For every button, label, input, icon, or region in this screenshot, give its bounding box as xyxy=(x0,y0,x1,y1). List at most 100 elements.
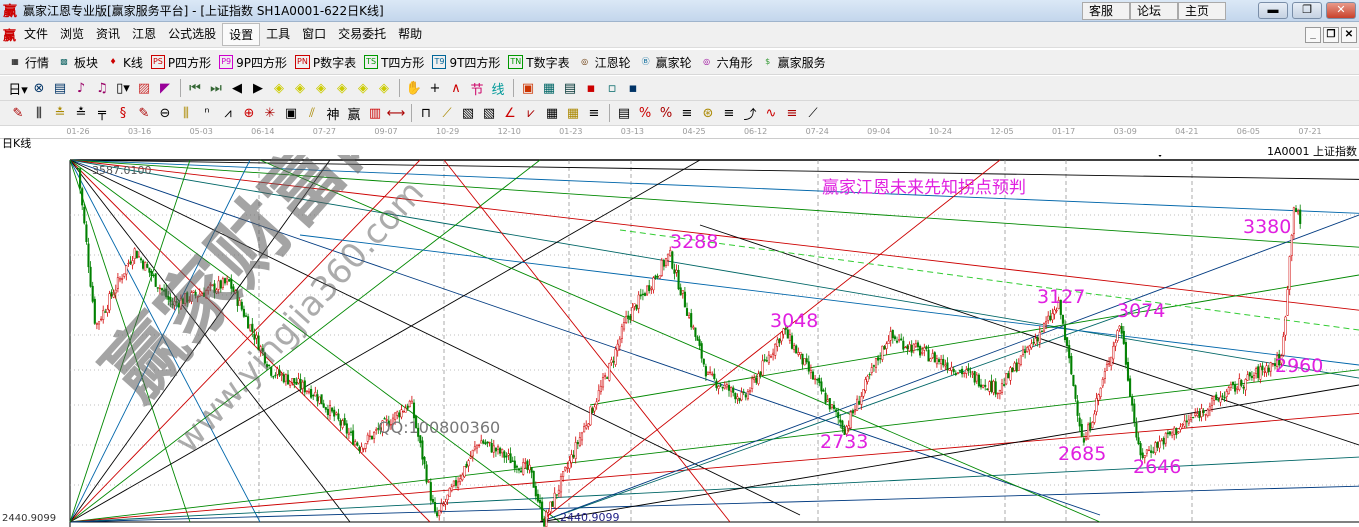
toolbar-button[interactable]: ▩ 板块 xyxy=(57,54,98,71)
percent-line-icon[interactable]: ≡ xyxy=(681,105,693,121)
menu-item[interactable]: 江恩 xyxy=(132,27,157,41)
toolbar-button[interactable]: TN T数字表 xyxy=(508,54,570,71)
volume-3-icon[interactable]: ♪ xyxy=(76,80,86,96)
menu-item[interactable]: 设置 xyxy=(222,23,261,46)
menu-item[interactable]: 窗口 xyxy=(302,27,327,41)
forum-button[interactable]: 论坛 xyxy=(1130,2,1178,20)
square-grid-icon[interactable]: ▣ xyxy=(284,105,298,121)
angle-2-icon[interactable]: ∠ xyxy=(504,105,516,121)
fork-icon[interactable]: ╤ xyxy=(98,105,106,121)
zigzag-icon[interactable]: ⩗ xyxy=(527,105,535,121)
toolbar-button[interactable]: ◎ 六角形 xyxy=(700,54,753,71)
compress-h-icon[interactable]: ◈ xyxy=(337,80,347,96)
bars-icon[interactable]: ▥ xyxy=(368,105,382,121)
box-icon[interactable]: ⊓ xyxy=(420,105,432,121)
homepage-button[interactable]: 主页 xyxy=(1178,2,1226,20)
scroll-right-icon[interactable]: ▶ xyxy=(253,80,263,96)
measure-icon[interactable]: ⟷ xyxy=(386,105,406,121)
calculator-icon[interactable]: ▦ xyxy=(542,80,556,96)
triangle-icon[interactable]: ⩘ xyxy=(224,105,232,121)
gold-line-icon[interactable]: ≡ xyxy=(723,105,735,121)
menu-item[interactable]: 工具 xyxy=(266,27,291,41)
menu-item[interactable]: 文件 xyxy=(24,27,49,41)
gold-circle-icon[interactable]: ⊛ xyxy=(702,105,714,121)
expand-all-icon[interactable]: ◈ xyxy=(358,80,368,96)
hand-icon[interactable]: ✋ xyxy=(405,80,423,96)
toolbar-button[interactable]: PN P数字表 xyxy=(295,54,356,71)
zoom-left-icon[interactable]: ◈ xyxy=(274,80,284,96)
close-icon[interactable]: ✕ xyxy=(1326,2,1356,19)
pen-icon[interactable]: ✎ xyxy=(12,105,24,121)
gold-1-icon[interactable]: ≛ xyxy=(54,105,66,121)
star-icon[interactable]: ✳ xyxy=(264,105,276,121)
circle-measure-icon[interactable]: ⊖ xyxy=(159,105,171,121)
gann-line-icon[interactable]: 线 xyxy=(491,82,505,98)
kline-chart[interactable]: 3587.0100 2440.9099 2440.9099 赢家江恩未来先知拐点预判 Q… xyxy=(0,155,1359,527)
toolbar-button[interactable]: TS T四方形 xyxy=(364,54,424,71)
scroll-left-icon[interactable]: ◀ xyxy=(232,80,242,96)
mesh-icon[interactable]: ▦ xyxy=(545,105,559,121)
toolbar-button[interactable]: ♦ K线 xyxy=(106,54,142,71)
percent-fan-icon[interactable]: % xyxy=(638,105,652,121)
square-fan-icon[interactable]: ▧ xyxy=(461,105,475,121)
toolbar-button[interactable]: P9 9P四方形 xyxy=(219,54,287,71)
toolbar-button[interactable]: PS P四方形 xyxy=(150,54,211,71)
customer-service-button[interactable]: 客服 xyxy=(1082,2,1130,20)
grid-icon[interactable]: ⫼ xyxy=(36,105,42,121)
candle-type-icon[interactable]: ▯▾ xyxy=(116,80,130,96)
save-icon[interactable]: ▪ xyxy=(586,80,596,96)
square-fan-2-icon[interactable]: ▧ xyxy=(482,105,496,121)
cycle-icon[interactable]: ⊗ xyxy=(33,80,45,96)
period-day-icon[interactable]: 日▾ xyxy=(8,82,28,98)
volume-9-icon[interactable]: ♫ xyxy=(96,80,108,96)
last-bar-icon[interactable]: ⏭ xyxy=(210,80,222,96)
restore-icon[interactable]: ❐ xyxy=(1292,2,1322,19)
grid-2-icon[interactable]: ⫼ xyxy=(183,105,189,121)
mdi-minimize-icon[interactable]: _ xyxy=(1305,27,1321,43)
minimize-icon[interactable]: ▬ xyxy=(1258,2,1288,19)
toolbar-button[interactable]: ▦ 行情 xyxy=(8,54,49,71)
mdi-restore-icon[interactable]: ❐ xyxy=(1323,27,1339,43)
zoom-right-icon[interactable]: ◈ xyxy=(295,80,305,96)
toolbar-button[interactable]: $ 赢家服务 xyxy=(761,54,826,71)
gold-3-icon[interactable]: ≡ xyxy=(786,105,798,121)
wave-icon[interactable]: ∿ xyxy=(765,105,777,121)
angle-3-icon[interactable]: ⟋ xyxy=(808,105,818,121)
toolbar-button[interactable]: Ⓑ 赢家轮 xyxy=(639,54,692,71)
report-icon[interactable]: ▤ xyxy=(563,80,577,96)
menu-item[interactable]: 资讯 xyxy=(96,27,121,41)
print-icon[interactable]: ▪ xyxy=(628,80,638,96)
network-icon[interactable]: ▫ xyxy=(607,80,617,96)
angle-icon[interactable]: ⫽ xyxy=(309,105,315,121)
fan-icon[interactable]: ⟋ xyxy=(442,105,452,121)
toolbar-button[interactable]: ◎ 江恩轮 xyxy=(578,54,631,71)
n2-icon[interactable]: ⁿ xyxy=(204,105,210,121)
menu-item[interactable]: 交易委托 xyxy=(338,27,387,41)
target-icon[interactable]: ⊕ xyxy=(243,105,255,121)
arrow-pen-icon[interactable]: ⤴ xyxy=(743,107,757,123)
crosshair-icon[interactable]: + xyxy=(429,80,441,96)
expand-h-icon[interactable]: ◈ xyxy=(316,80,326,96)
notes-icon[interactable]: ▤ xyxy=(53,80,67,96)
node-icon[interactable]: 节 xyxy=(470,82,484,98)
mdi-close-icon[interactable]: ✕ xyxy=(1341,27,1357,43)
parallel-icon[interactable]: ≡ xyxy=(588,105,600,121)
calendar-icon[interactable]: ▣ xyxy=(521,80,535,96)
menu-item[interactable]: 公式选股 xyxy=(168,27,217,41)
pen-grid-icon[interactable]: ✎ xyxy=(138,105,150,121)
menu-item[interactable]: 浏览 xyxy=(60,27,85,41)
expand-v-icon[interactable]: ◈ xyxy=(379,80,389,96)
trend-line-icon[interactable]: ∧ xyxy=(451,80,461,96)
gann-box-icon[interactable]: ▨ xyxy=(137,80,151,96)
winner-icon[interactable]: 赢 xyxy=(347,107,361,123)
percent-icon[interactable]: % xyxy=(659,105,673,121)
first-bar-icon[interactable]: ⏮ xyxy=(189,80,201,96)
table-icon[interactable]: ▤ xyxy=(617,105,631,121)
spiral-icon[interactable]: § xyxy=(119,105,127,121)
toolbar-button[interactable]: T9 9T四方形 xyxy=(432,54,500,71)
divine-icon[interactable]: 神 xyxy=(326,107,340,123)
color-fill-icon[interactable]: ◤ xyxy=(160,80,170,96)
gold-2-icon[interactable]: ≛ xyxy=(75,105,87,121)
mesh-2-icon[interactable]: ▦ xyxy=(566,105,580,121)
menu-item[interactable]: 帮助 xyxy=(398,27,423,41)
